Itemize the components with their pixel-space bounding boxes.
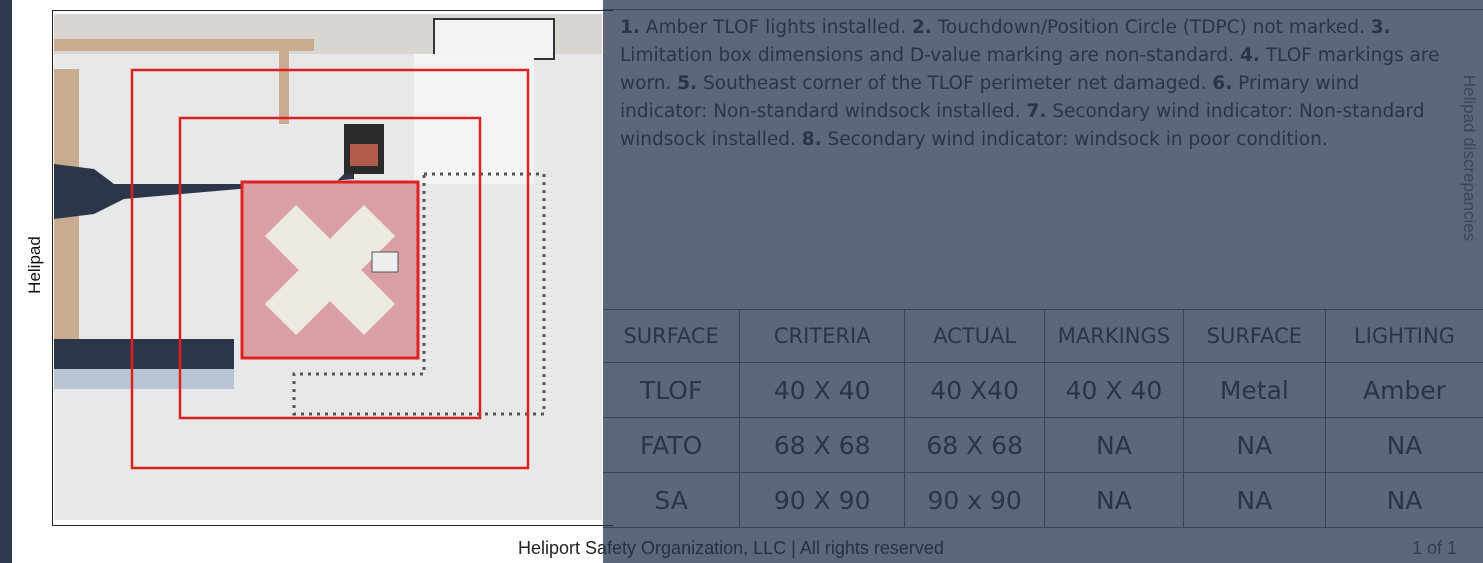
aerial-photo [54,14,602,520]
discrepancy-item: 6. Primary wind indicator: Non-standard … [620,73,1359,122]
item-number: 8. [801,129,822,150]
header-cell: LIGHTING [1324,309,1483,363]
header-cell: SURFACE [603,309,741,363]
table-cell: Metal [1182,362,1326,418]
item-number: 4. [1239,45,1260,66]
table-cell: NA [1324,417,1483,473]
discrepancy-item: 7. Secondary wind indicator: Non-standar… [620,101,1425,150]
discrepancies-label: Helipad discrepancies [1460,74,1479,242]
item-text: TLOF markings are worn. [620,45,1440,94]
item-number: 1. [620,17,640,38]
item-text: Limitation box dimensions and D-value ma… [620,45,1235,66]
table-cell: 40 X 40 [739,362,906,418]
header-cell: ACTUAL [904,309,1046,363]
item-text: Amber TLOF lights installed. [645,17,907,38]
divider [603,9,1483,10]
table-cell: NA [1044,472,1184,528]
table-cell: SA [603,472,741,528]
table-cell: NA [1044,417,1184,473]
item-number: 7. [1026,101,1047,122]
discrepancy-item: 4. TLOF markings are worn. [620,45,1440,94]
criteria-table: SURFACE CRITERIA ACTUAL MARKINGS SURFACE LIGH… [603,309,1483,528]
table-row: FATO 68 X 68 68 X 68 NA NA NA [603,417,1483,473]
table-cell: NA [1324,472,1483,528]
item-number: 2. [911,17,932,38]
page-number: 1 of 1 [1411,538,1457,558]
item-number: 3. [1370,17,1391,38]
table-cell: 90 x 90 [904,472,1046,528]
item-text: Touchdown/Position Circle (TDPC) not mar… [937,17,1365,38]
table-cell: Amber [1324,362,1483,418]
side-strip [0,0,12,563]
discrepancy-item: 3. Limitation box dimensions and D-value… [620,17,1391,66]
table-row: SA 90 X 90 90 x 90 NA NA NA [603,472,1483,528]
table-cell: NA [1182,472,1326,528]
photo-frame [52,10,613,526]
table-row: TLOF 40 X 40 40 X40 40 X 40 Metal Amber [603,362,1483,418]
discrepancy-item: 1. Amber TLOF lights installed. [620,17,906,38]
header-cell: MARKINGS [1044,309,1184,363]
header-row: SURFACE CRITERIA ACTUAL MARKINGS SURFACE LIGH… [603,309,1483,363]
table-cell: 68 X 68 [739,417,906,473]
item-text: Southeast corner of the TLOF perimeter n… [703,73,1207,94]
item-number: 6. [1212,73,1233,94]
table-cell: 90 X 90 [739,472,906,528]
discrepancy-notes: 1. Amber TLOF lights installed. 2. Touch… [620,14,1450,154]
side-label: Helipad [25,236,44,294]
item-text: Primary wind indicator: Non-standard win… [620,73,1360,122]
item-text: Secondary wind indicator: windsock in po… [827,129,1328,150]
table-cell: NA [1182,417,1326,473]
discrepancy-item: 5. Southeast corner of the TLOF perimete… [677,73,1206,94]
table-cell: 40 X 40 [1044,362,1184,418]
table-cell: TLOF [603,362,741,418]
table-cell: 68 X 68 [904,417,1046,473]
item-text: Secondary wind indicator: Non-standard w… [620,101,1425,150]
discrepancy-item: 8. Secondary wind indicator: windsock in… [802,129,1328,150]
header-cell: CRITERIA [739,309,906,363]
table-cell: FATO [603,417,741,473]
item-number: 5. [677,73,698,94]
table-cell: 40 X40 [904,362,1046,418]
header-cell: SURFACE [1182,309,1326,363]
discrepancy-item: 2. Touchdown/Position Circle (TDPC) not … [912,17,1365,38]
